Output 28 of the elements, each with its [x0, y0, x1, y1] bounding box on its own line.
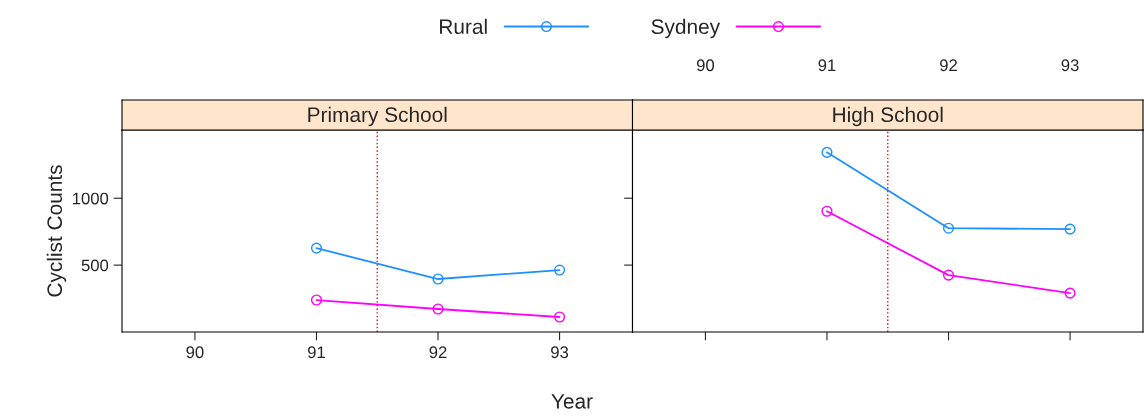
chart-title: Primary School [308, 106, 447, 127]
y-axis-title: Cyclist Counts [46, 165, 67, 297]
point [554, 264, 566, 276]
point [432, 273, 444, 285]
x-tick-label: 91 [307, 346, 325, 359]
x-tick-label: 92 [940, 59, 957, 72]
point [554, 311, 566, 323]
point [821, 146, 833, 158]
x-axis-title: Year [551, 394, 593, 409]
x-tick-label: 90 [696, 59, 715, 72]
point [1064, 287, 1076, 299]
point [432, 303, 444, 315]
x-tick-label: 92 [429, 346, 447, 359]
x-tick-label: 91 [818, 59, 836, 72]
y-tick-label: 500 [81, 259, 109, 272]
x-tick-label: 90 [186, 346, 204, 359]
point [1064, 223, 1076, 235]
chart-title: High School [833, 106, 943, 127]
point [310, 294, 323, 306]
legend-label: Rural [440, 18, 487, 35]
point [310, 242, 323, 254]
point [821, 205, 833, 217]
x-tick-label: 93 [551, 346, 569, 359]
y-tick-label: 1000 [73, 192, 109, 205]
x-tick-label: 93 [1061, 59, 1079, 72]
point [942, 269, 955, 281]
point [942, 222, 955, 234]
legend-label: Sydney [651, 18, 721, 39]
